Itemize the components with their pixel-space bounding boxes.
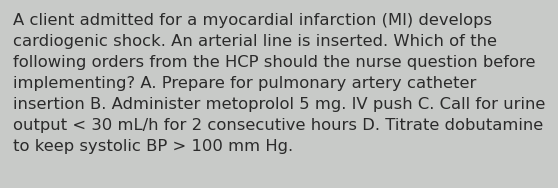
Text: A client admitted for a myocardial infarction (MI) develops
cardiogenic shock. A: A client admitted for a myocardial infar… xyxy=(13,13,545,154)
